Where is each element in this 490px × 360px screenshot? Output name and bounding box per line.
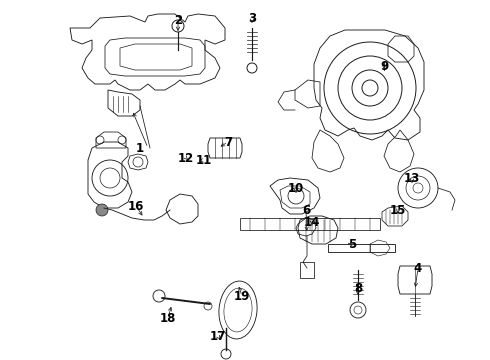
Text: 8: 8 xyxy=(354,282,362,294)
Text: 17: 17 xyxy=(210,329,226,342)
Text: 11: 11 xyxy=(196,153,212,166)
Text: 5: 5 xyxy=(348,238,356,251)
Circle shape xyxy=(96,204,108,216)
Text: 14: 14 xyxy=(304,216,320,229)
Text: 6: 6 xyxy=(302,203,310,216)
Text: 3: 3 xyxy=(248,12,256,24)
Text: 18: 18 xyxy=(160,311,176,324)
Text: 2: 2 xyxy=(174,13,182,27)
Text: 1: 1 xyxy=(136,141,144,154)
Text: 13: 13 xyxy=(404,171,420,184)
Text: 15: 15 xyxy=(390,203,406,216)
Text: 12: 12 xyxy=(178,152,194,165)
Text: 16: 16 xyxy=(128,199,144,212)
Text: 9: 9 xyxy=(380,59,388,72)
Text: 4: 4 xyxy=(414,261,422,274)
Text: 10: 10 xyxy=(288,181,304,194)
Text: 7: 7 xyxy=(224,135,232,148)
Text: 19: 19 xyxy=(234,289,250,302)
